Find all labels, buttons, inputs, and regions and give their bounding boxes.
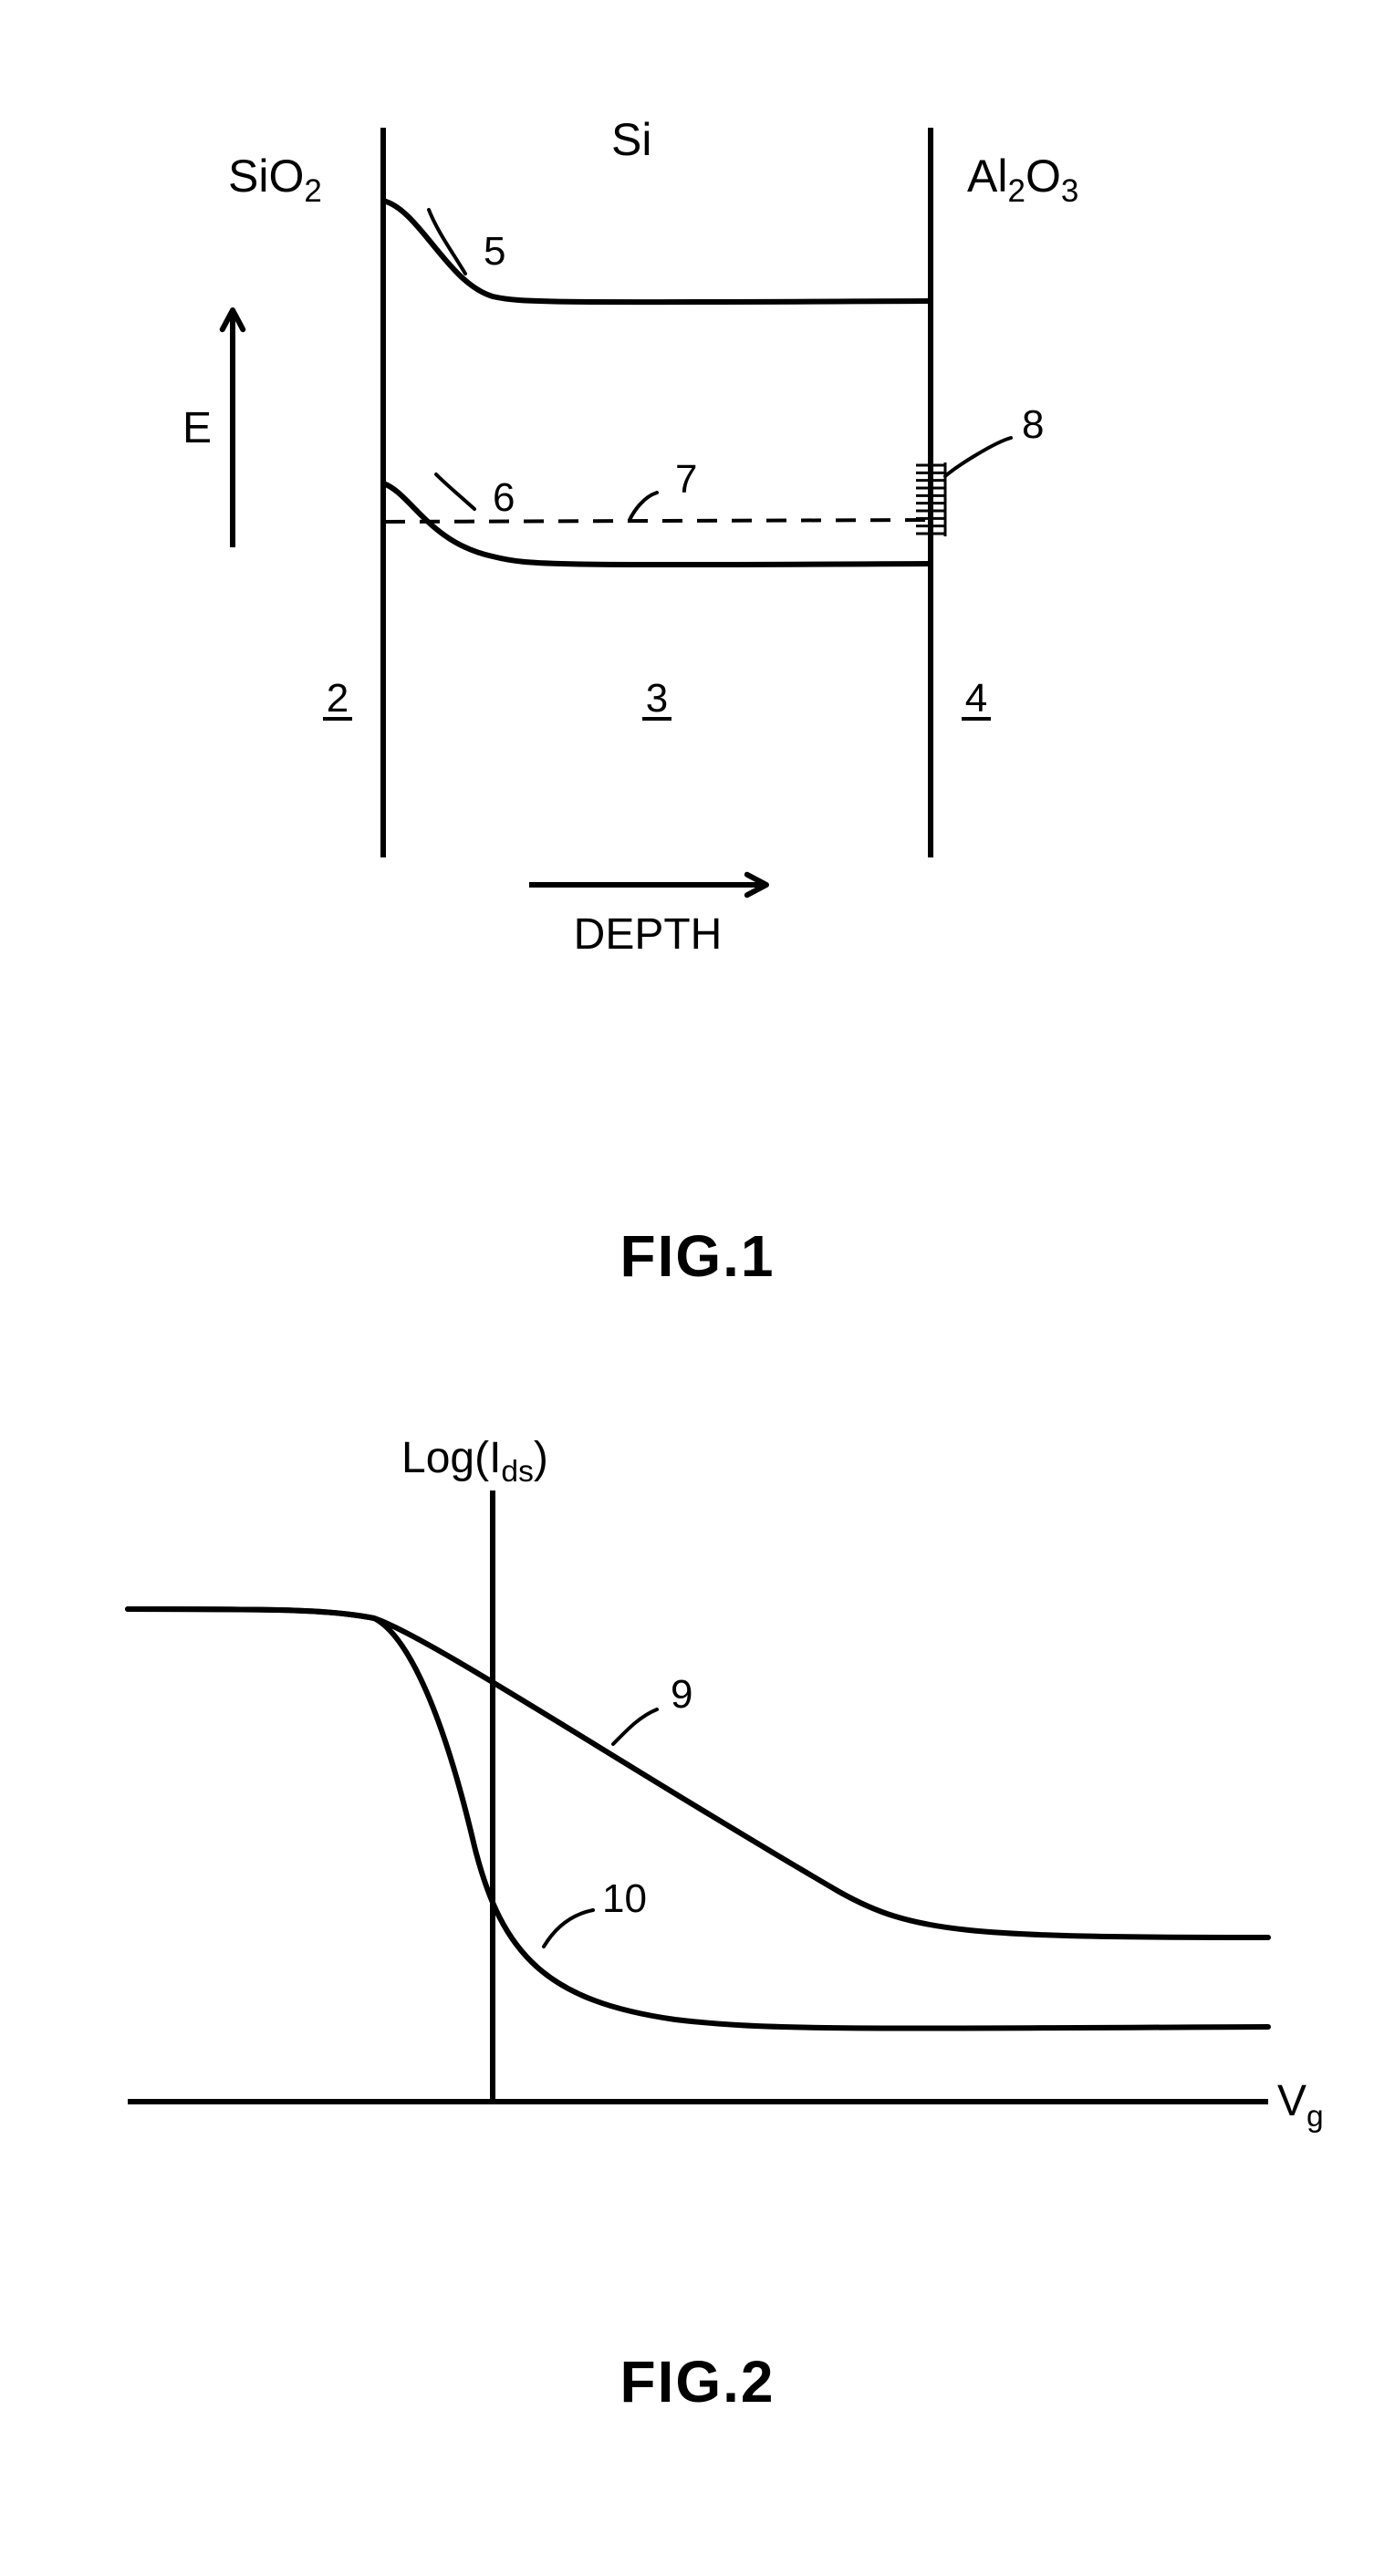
svg-text:9: 9 [671, 1672, 692, 1717]
fig2-caption: FIG.2 [36, 2348, 1359, 2415]
svg-text:Log(Ids): Log(Ids) [401, 1434, 548, 1489]
figure-2: 9 10 Log(Ids) Vg [36, 1345, 1359, 2348]
svg-text:Al2O3: Al2O3 [967, 151, 1078, 209]
svg-text:E: E [182, 404, 212, 452]
svg-text:DEPTH: DEPTH [574, 910, 723, 959]
fig2-svg: 9 10 Log(Ids) Vg [36, 1345, 1359, 2257]
svg-text:6: 6 [493, 475, 515, 520]
fig1-caption: FIG.1 [36, 1222, 1359, 1290]
svg-text:Vg: Vg [1277, 2077, 1324, 2134]
svg-text:4: 4 [965, 676, 987, 721]
svg-text:5: 5 [484, 229, 505, 274]
figure-1: 5 6 7 8 2 3 4 SiO2 Si Al2O3 E DEPTH [36, 36, 1359, 1222]
fig1-svg: 5 6 7 8 2 3 4 SiO2 Si Al2O3 E DEPTH [36, 36, 1359, 1040]
svg-text:10: 10 [602, 1876, 647, 1921]
svg-text:7: 7 [675, 457, 697, 502]
svg-text:2: 2 [327, 676, 349, 721]
svg-text:8: 8 [1022, 402, 1044, 447]
svg-text:3: 3 [646, 676, 668, 721]
svg-text:SiO2: SiO2 [228, 151, 322, 209]
svg-text:Si: Si [611, 114, 651, 165]
